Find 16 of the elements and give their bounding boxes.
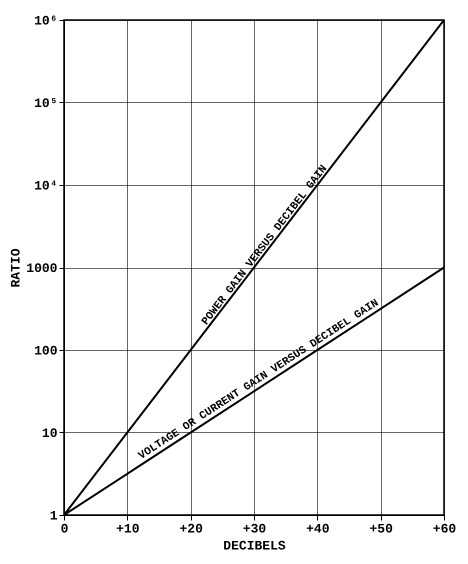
- x-tick-label: +20: [179, 522, 204, 536]
- x-tick-label: +40: [306, 522, 330, 536]
- x-tick-label: +60: [432, 522, 456, 536]
- y-tick-label: 10⁴: [34, 178, 58, 194]
- x-tick-label: 0: [60, 522, 69, 536]
- x-tick-label: +10: [116, 522, 140, 536]
- x-tick-label: +50: [369, 522, 394, 536]
- y-tick-label: 1: [50, 508, 58, 524]
- y-axis-title: RATIO: [8, 248, 24, 288]
- y-tick-label: 10: [42, 426, 58, 441]
- x-tick-label: +30: [242, 522, 266, 536]
- y-tick-label: 100: [34, 344, 58, 358]
- y-tick-label: 1000: [26, 261, 58, 276]
- y-tick-label: 10⁶: [34, 14, 58, 28]
- x-axis-title: DECIBELS: [223, 538, 286, 554]
- y-tick-label: 10⁵: [34, 96, 58, 111]
